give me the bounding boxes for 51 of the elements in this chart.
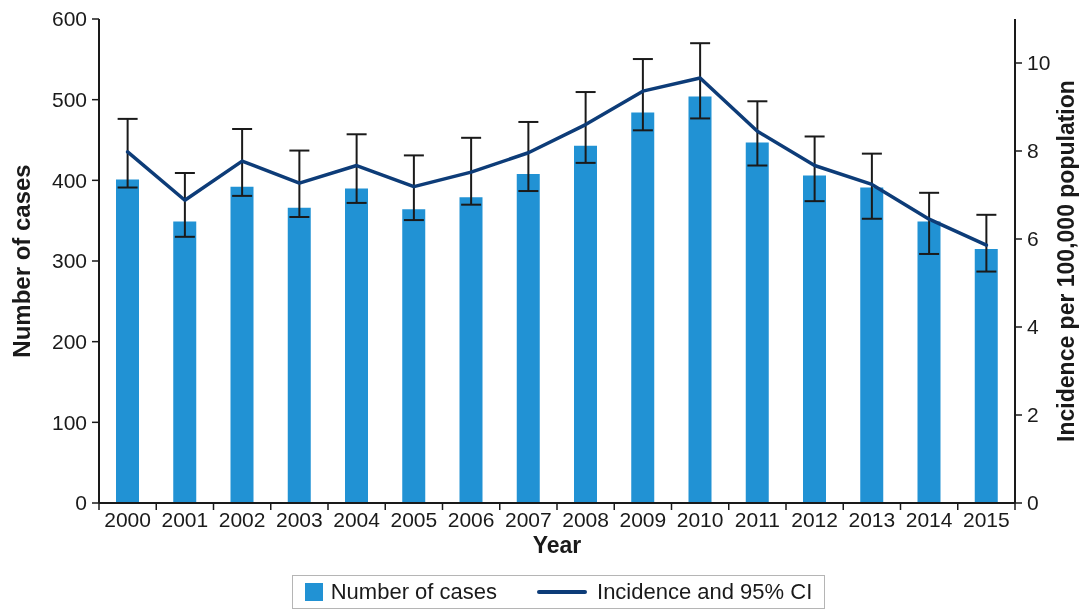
bar	[116, 179, 139, 503]
bar	[574, 145, 597, 503]
y-tick-label: 600	[51, 7, 87, 31]
bar	[860, 187, 884, 503]
x-tick-label: 2001	[161, 508, 209, 531]
y-tick-label: 400	[51, 168, 87, 192]
x-tick-label: 2015	[963, 508, 1010, 531]
x-tick-label: 2006	[447, 508, 495, 531]
bar	[287, 207, 311, 503]
bar	[345, 188, 368, 503]
y-axis-title: Number of cases	[7, 164, 35, 358]
y2-tick-label: 6	[1027, 227, 1039, 251]
x-tick-label: 2011	[734, 508, 780, 531]
x-axis-title: Year	[532, 532, 582, 558]
bar	[516, 173, 540, 503]
x-tick-label: 2013	[848, 508, 896, 531]
bar	[230, 186, 254, 503]
x-tick-label: 2007	[505, 508, 552, 531]
legend-label: Number of cases	[330, 579, 498, 605]
bar	[745, 142, 769, 503]
legend-label: Incidence and 95% CI	[597, 579, 813, 605]
bar	[402, 209, 426, 503]
bar	[173, 221, 197, 503]
y-tick-label: 100	[51, 410, 87, 434]
y-tick-label: 0	[75, 491, 87, 515]
y2-tick-label: 2	[1027, 403, 1039, 427]
x-tick-label: 2009	[619, 508, 667, 531]
y-tick-label: 500	[51, 88, 87, 112]
bar	[803, 175, 826, 503]
y2-tick-label: 10	[1027, 51, 1051, 75]
x-tick-label: 2004	[333, 508, 381, 531]
x-tick-label: 2010	[676, 508, 724, 531]
x-tick-label: 2008	[562, 508, 609, 531]
x-tick-label: 2003	[276, 508, 323, 531]
bar	[459, 197, 483, 503]
x-tick-label: 2002	[218, 508, 266, 531]
x-tick-label: 2000	[104, 508, 151, 531]
y2-tick-label: 0	[1027, 491, 1039, 515]
y2-tick-label: 8	[1027, 139, 1039, 163]
bar	[631, 112, 655, 503]
x-tick-label: 2005	[390, 508, 438, 531]
y2-axis-title: Incidence per 100,000 population	[1053, 80, 1080, 442]
y-tick-label: 300	[51, 249, 87, 273]
y-tick-label: 200	[51, 330, 87, 354]
y2-tick-label: 4	[1027, 315, 1039, 339]
bar	[688, 96, 712, 503]
line-series	[125, 76, 989, 247]
x-tick-label: 2012	[791, 508, 838, 531]
bar	[974, 248, 998, 503]
x-tick-label: 2014	[905, 508, 953, 531]
bar	[917, 221, 941, 503]
